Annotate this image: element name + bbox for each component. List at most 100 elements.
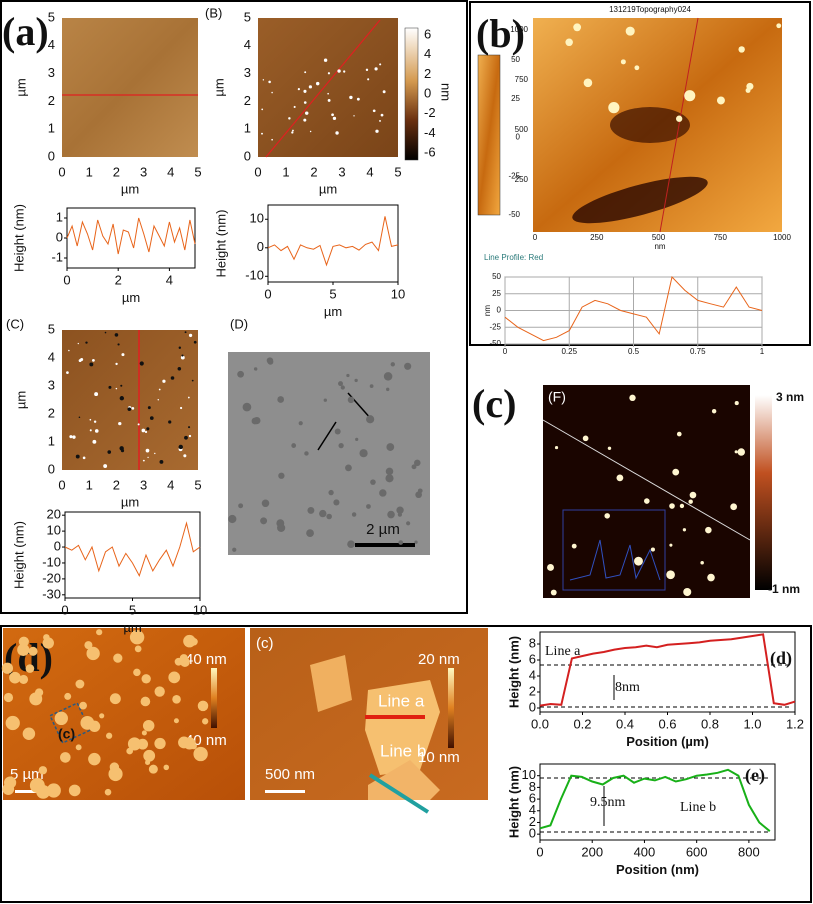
y-tick-label: -10 (42, 554, 61, 569)
x-tick-label: 0 (536, 844, 543, 859)
colorbar-tick: 0 (516, 133, 521, 142)
speck (669, 543, 673, 547)
speck (170, 376, 175, 380)
y-tick-label: -10 (245, 268, 264, 283)
speck (188, 426, 191, 429)
speck (347, 396, 355, 404)
speck (72, 435, 76, 439)
profile (267, 216, 399, 267)
speck (143, 749, 156, 762)
x-tick-label: 500 (652, 233, 666, 242)
speck (148, 764, 158, 774)
speck (304, 71, 307, 74)
speck (149, 416, 154, 420)
speck (547, 564, 554, 571)
y-axis-label: Height (nm) (506, 636, 521, 708)
speck (355, 437, 359, 441)
y-tick-label: 5 (48, 321, 55, 336)
speck (370, 479, 376, 485)
speck (17, 643, 30, 656)
panel-b-frame (469, 1, 811, 346)
speck (565, 38, 573, 47)
speck (372, 109, 376, 113)
speck (154, 686, 165, 697)
y-tick-label: 10 (47, 523, 61, 538)
speck (550, 589, 557, 596)
speck (385, 474, 394, 483)
speck (604, 513, 610, 519)
speck (54, 711, 68, 726)
speck (333, 499, 340, 506)
speck (634, 65, 640, 71)
speck (82, 456, 86, 460)
line-b (368, 773, 430, 814)
speck (134, 645, 142, 653)
y-tick-label: 3 (48, 65, 55, 80)
speck (315, 81, 320, 86)
speck (406, 521, 411, 526)
x-tick-label: 4 (167, 164, 174, 179)
y-axis-label: Height (nm) (213, 210, 228, 278)
profile (64, 521, 201, 577)
x-tick-label: 0 (61, 602, 68, 617)
speck (147, 456, 149, 459)
speck (356, 97, 360, 101)
speck (327, 98, 331, 102)
speck (22, 727, 36, 741)
speck (306, 529, 314, 537)
speck (387, 510, 395, 519)
x-axis-label: Position (µm) (626, 734, 709, 749)
speck (683, 588, 692, 597)
speck (291, 131, 294, 134)
x-axis-label: Position (nm) (616, 862, 699, 877)
y-tick-label: -25 (489, 322, 501, 331)
y-tick-label: 10 (522, 767, 536, 782)
speck (345, 464, 352, 472)
speck (396, 506, 404, 514)
speck (154, 452, 156, 455)
panel-d-frame (0, 625, 812, 903)
y-axis-label: Height (nm) (11, 521, 26, 589)
speck (141, 674, 151, 684)
image-title: 131219Topography024 (609, 5, 691, 14)
afm-image-f (543, 385, 750, 598)
y-tick-label: 0 (54, 538, 61, 553)
speck (79, 701, 87, 710)
speck (68, 349, 70, 352)
speck (25, 664, 35, 673)
speck (118, 421, 122, 426)
y-tick-label: 2 (48, 405, 55, 420)
speck (115, 362, 118, 366)
speck (411, 464, 417, 470)
speck (84, 641, 93, 650)
x-tick-label: 0 (58, 164, 65, 179)
speck (232, 547, 237, 552)
y-axis-label: nm (483, 305, 492, 316)
speck (776, 23, 782, 29)
speck (390, 362, 395, 367)
speck (343, 70, 346, 73)
colorbar-tick: -50 (508, 210, 520, 219)
speck (202, 718, 209, 725)
speck (684, 90, 696, 102)
speck (354, 378, 358, 383)
x-tick-label: 4 (166, 272, 173, 287)
speck (705, 526, 712, 534)
y-tick-label: 4 (529, 802, 536, 817)
y-tick-label: 20 (47, 507, 61, 522)
speck (187, 396, 190, 399)
speck (288, 117, 291, 120)
axes-frame (267, 204, 399, 283)
x-tick-label: 1 (760, 347, 765, 356)
speck (121, 353, 125, 357)
speck (262, 79, 265, 81)
y-tick-label: 8 (529, 779, 536, 794)
speck (261, 499, 270, 508)
speck (397, 512, 403, 517)
speck (375, 129, 379, 133)
speck (99, 713, 105, 719)
flake (365, 680, 440, 775)
speck (307, 506, 315, 514)
line-label: Line b (680, 800, 716, 815)
